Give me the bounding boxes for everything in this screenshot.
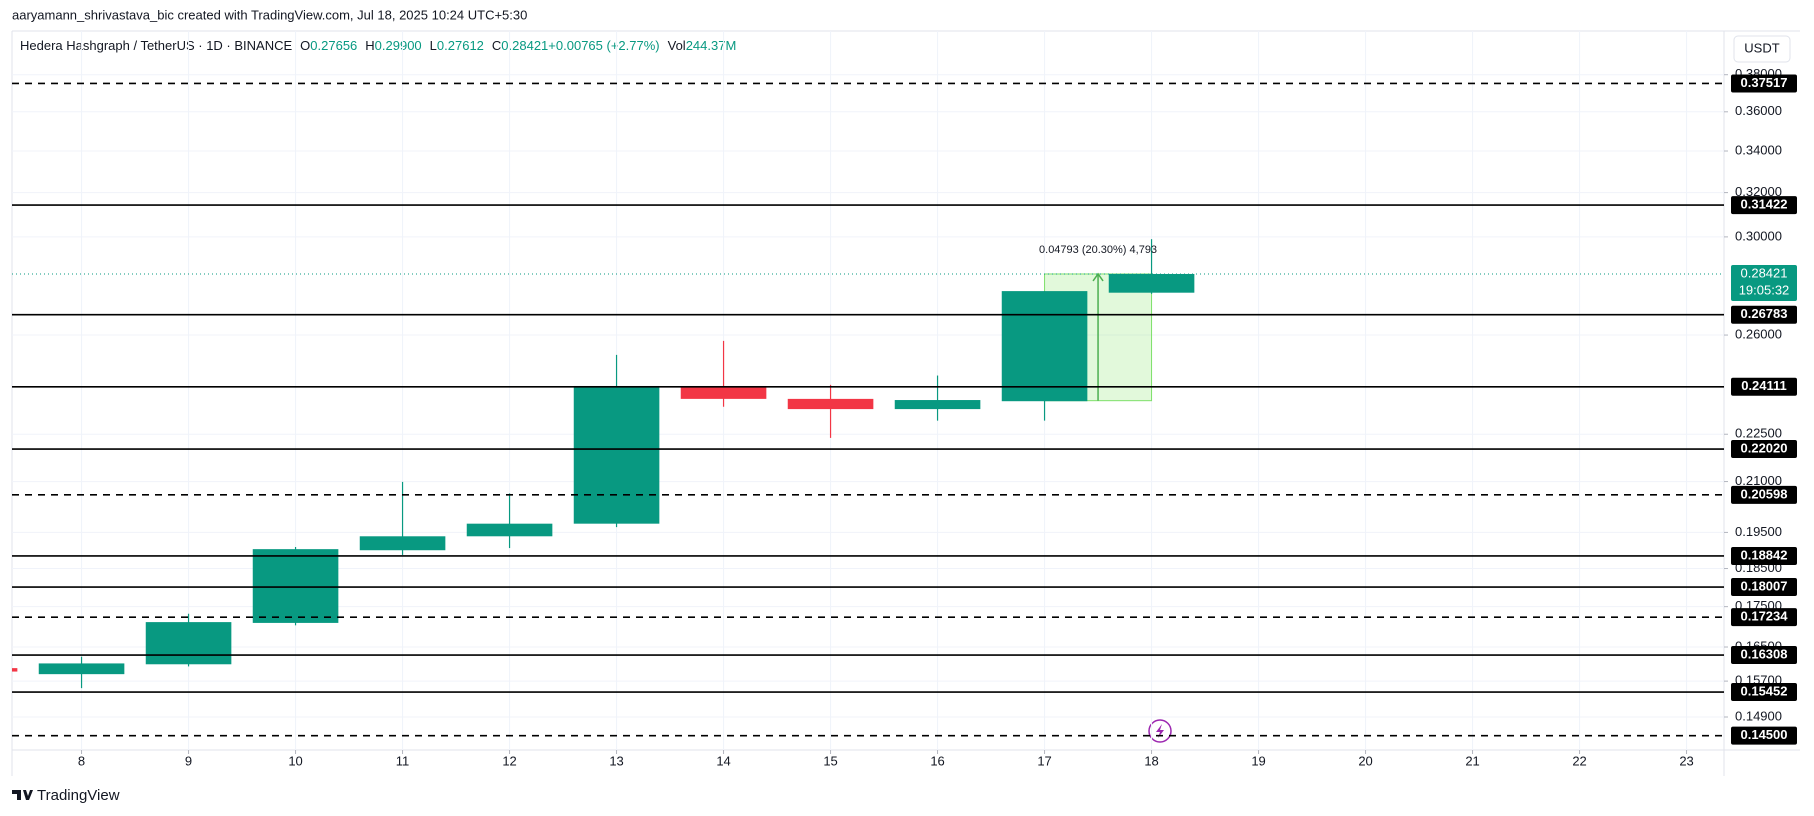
level-label: 0.24111	[1741, 378, 1787, 393]
last-price-box	[1731, 264, 1797, 301]
x-tick-label: 22	[1572, 753, 1586, 768]
legend-value: +0.00765 (+2.77%)	[548, 38, 659, 53]
level-label: 0.26783	[1741, 306, 1788, 321]
candle-body	[680, 385, 767, 399]
level-label: 0.37517	[1741, 75, 1788, 90]
x-tick-label: 14	[716, 753, 730, 768]
x-tick-label: 18	[1144, 753, 1158, 768]
y-tick-label: 0.26000	[1735, 326, 1782, 341]
level-label: 0.15452	[1741, 683, 1788, 698]
legend-key: Vol	[668, 38, 686, 53]
legend-value: 0.29900	[375, 38, 422, 53]
symbol: Hedera Hashgraph / TetherUS · 1D · BINAN…	[20, 38, 292, 53]
plot-area	[12, 31, 1724, 750]
x-tick-label: 19	[1251, 753, 1265, 768]
candle-body	[1001, 291, 1088, 402]
x-tick-label: 9	[185, 753, 192, 768]
y-tick-label: 0.19500	[1735, 524, 1782, 539]
candle-body	[38, 663, 125, 675]
level-label: 0.17234	[1741, 609, 1789, 624]
level-label: 0.22020	[1741, 440, 1788, 455]
countdown: 19:05:32	[1739, 282, 1790, 297]
level-label: 0.18007	[1741, 578, 1788, 593]
candle-body	[787, 398, 874, 410]
level-label-box	[1731, 440, 1797, 459]
measure-label: 0.04793 (20.30%) 4,793	[1039, 244, 1157, 256]
legend-value: 0.28421	[501, 38, 548, 53]
level-label: 0.16308	[1741, 646, 1788, 661]
x-tick-label: 12	[502, 753, 516, 768]
y-tick-label: 0.32000	[1735, 184, 1782, 199]
level-label-box	[1731, 305, 1797, 324]
level-label: 0.20598	[1741, 486, 1788, 501]
y-tick-label: 0.21000	[1735, 473, 1782, 488]
event-icon[interactable]	[1148, 719, 1172, 743]
currency-button[interactable]	[1733, 35, 1791, 63]
y-tick-label: 0.34000	[1735, 142, 1782, 157]
x-tick-label: 20	[1358, 753, 1372, 768]
x-tick-label: 21	[1465, 753, 1479, 768]
candle-body	[573, 385, 660, 524]
candle-body	[1108, 273, 1195, 293]
y-tick-label: 0.30000	[1735, 228, 1782, 243]
credit: aaryamann_shrivastava_bic created with T…	[12, 7, 527, 22]
candle-body	[145, 622, 232, 665]
x-tick-label: 15	[823, 753, 837, 768]
x-tick-label: 11	[396, 753, 410, 768]
level-label-box	[1731, 646, 1797, 665]
level-label-box	[1731, 485, 1797, 504]
level-label-box	[1731, 196, 1797, 215]
level-label-box	[1731, 74, 1797, 93]
x-tick-label: 13	[609, 753, 623, 768]
level-label-box	[1731, 608, 1797, 627]
x-tick-label: 23	[1679, 753, 1693, 768]
candle-body	[252, 549, 339, 623]
level-label-box	[1731, 726, 1797, 745]
level-label-box	[1731, 377, 1797, 396]
legend-value: 0.27656	[310, 38, 357, 53]
x-tick-label: 8	[78, 753, 85, 768]
legend-key: H	[365, 38, 374, 53]
level-label-box	[1731, 578, 1797, 597]
measure-arrowhead	[1092, 272, 1104, 282]
logo-text: TradingView	[37, 787, 120, 804]
level-label: 0.31422	[1741, 197, 1788, 212]
candle-body	[894, 400, 981, 410]
legend-key: C	[492, 38, 501, 53]
candle-body	[12, 668, 18, 672]
level-label-box	[1731, 683, 1797, 702]
legend: Hedera Hashgraph / TetherUS · 1D · BINAN…	[20, 38, 736, 53]
x-tick-label: 16	[930, 753, 944, 768]
level-label: 0.14500	[1741, 727, 1788, 742]
x-tick-label: 17	[1037, 753, 1051, 768]
level-label: 0.18842	[1741, 547, 1788, 562]
y-tick-label: 0.22500	[1735, 426, 1782, 441]
candle-body	[466, 523, 553, 537]
legend-key: L	[430, 38, 437, 53]
legend-key: O	[300, 38, 310, 53]
level-label-box	[1731, 546, 1797, 565]
y-tick-label: 0.36000	[1735, 103, 1782, 118]
currency: USDT	[1744, 40, 1779, 55]
candle-body	[359, 536, 446, 551]
tradingview-logo: TradingView	[12, 787, 120, 804]
y-tick-label: 0.14900	[1735, 708, 1782, 723]
legend-value: 244.37M	[686, 38, 737, 53]
x-tick-label: 10	[288, 753, 302, 768]
last-price-label: 0.28421	[1741, 265, 1788, 280]
legend-value: 0.27612	[437, 38, 484, 53]
